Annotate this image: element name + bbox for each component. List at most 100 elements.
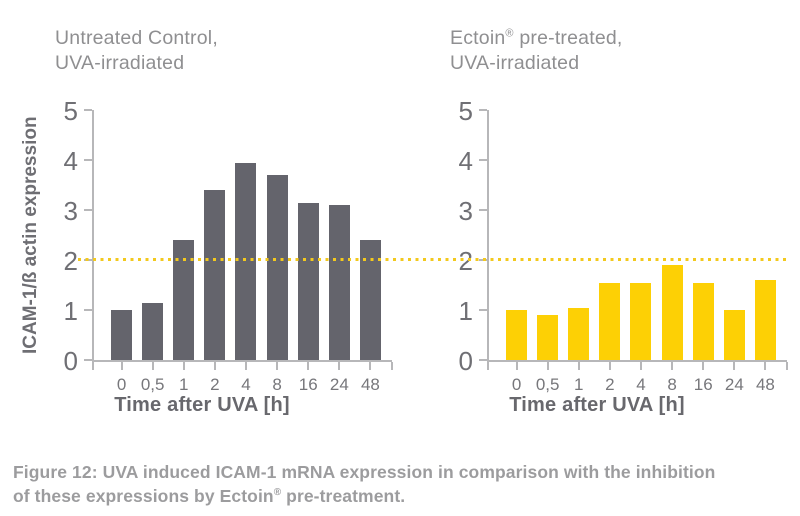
x-axis-tick — [213, 362, 216, 370]
bar — [297, 202, 319, 360]
x-axis-tick — [764, 362, 767, 370]
x-axis-tick — [276, 362, 279, 370]
y-axis-tick-label: 5 — [63, 96, 78, 126]
x-axis-tick-label: 48 — [360, 375, 380, 394]
x-axis-tick-label: 1 — [574, 375, 584, 394]
bar-group: 48 — [750, 110, 781, 394]
bar — [359, 240, 381, 360]
bar — [235, 162, 257, 360]
x-axis-start-tick — [487, 362, 489, 370]
y-axis-tick-label: 0 — [458, 346, 473, 376]
bar — [142, 302, 164, 360]
chart-title-line2: UVA-irradiated — [450, 51, 580, 74]
registered-trademark-symbol: ® — [273, 486, 282, 498]
y-axis-tick — [479, 109, 487, 111]
x-axis-end-tick — [786, 362, 788, 370]
y-axis-tick-label: 1 — [63, 296, 78, 326]
x-axis-tick — [577, 362, 580, 370]
x-axis-title: Time after UVA [h] — [114, 394, 290, 416]
x-axis-tick-label: 0,5 — [140, 375, 165, 394]
bar-group: 0,5 — [532, 110, 563, 394]
y-axis-tick-label: 1 — [458, 296, 473, 326]
bar-group: 4 — [625, 110, 656, 394]
chart-title-text: Ectoin — [450, 27, 506, 49]
x-axis-tick — [244, 362, 247, 370]
bar — [111, 310, 133, 360]
y-axis-tick — [479, 359, 487, 361]
bar — [599, 282, 621, 360]
y-axis-tick-label: 2 — [458, 246, 473, 276]
x-axis-tick — [307, 362, 310, 370]
threshold-line — [78, 258, 788, 261]
x-axis-tick-label: 0,5 — [535, 375, 560, 394]
x-axis-tick — [151, 362, 154, 370]
x-axis-tick-label: 1 — [179, 375, 189, 394]
bar — [204, 190, 226, 360]
chart-ectoin-pretreated: Ectoin® pre-treated, UVA-irradiated 0 0,5… — [417, 16, 795, 446]
bar-group: 24 — [719, 110, 750, 394]
x-axis-start-tick — [92, 362, 94, 370]
chart-title-left: Untreated Control, UVA-irradiated — [55, 26, 400, 76]
x-axis-tick — [338, 362, 341, 370]
bar — [723, 310, 745, 360]
x-axis-tick-label: 16 — [298, 375, 318, 394]
y-axis-tick — [84, 309, 92, 311]
x-axis-tick — [120, 362, 123, 370]
x-axis-tick — [639, 362, 642, 370]
x-axis-tick-label: 4 — [241, 375, 251, 394]
x-axis-tick — [733, 362, 736, 370]
bar — [266, 175, 288, 360]
bar-group: 4 — [230, 110, 261, 394]
x-axis-tick — [369, 362, 372, 370]
bar-group: 1 — [168, 110, 199, 394]
figure-caption: Figure 12: UVA induced ICAM-1 mRNA expre… — [13, 461, 789, 508]
x-axis-title: Time after UVA [h] — [509, 394, 685, 416]
bar-group: 8 — [657, 110, 688, 394]
bar-group: 16 — [688, 110, 719, 394]
y-axis-tick-label: 3 — [458, 196, 473, 226]
y-axis-tick-label: 4 — [458, 146, 473, 176]
y-axis-tick — [84, 359, 92, 361]
bar-group: 2 — [199, 110, 230, 394]
bars-container: 0 0,5 1 2 4 8 16 24 48 — [94, 110, 392, 394]
chart-untreated-control: Untreated Control, UVA-irradiated ICAM-1… — [20, 16, 400, 446]
bar — [692, 282, 714, 360]
bar — [537, 315, 559, 360]
registered-trademark-symbol: ® — [505, 27, 514, 40]
x-axis-tick-label: 0 — [511, 375, 522, 394]
x-axis-tick-label: 4 — [636, 375, 646, 394]
x-axis-tick-label: 16 — [693, 375, 713, 394]
bar-group: 24 — [324, 110, 355, 394]
x-axis-tick — [702, 362, 705, 370]
y-axis-tick — [479, 309, 487, 311]
bar-group: 2 — [594, 110, 625, 394]
bar — [568, 307, 590, 360]
bar — [661, 265, 683, 360]
caption-line2-end: pre-treatment. — [281, 485, 406, 506]
x-axis-tick-label: 8 — [272, 375, 282, 394]
x-axis-tick-label: 48 — [755, 375, 775, 394]
y-axis-tick — [479, 159, 487, 161]
bar-group: 0 — [106, 110, 137, 394]
chart-title-text: Untreated Control, — [55, 27, 218, 49]
chart-title-line2: UVA-irradiated — [55, 51, 185, 74]
x-axis-tick-label: 24 — [329, 375, 349, 394]
y-axis-tick — [479, 209, 487, 211]
y-axis-tick-label: 0 — [63, 346, 78, 376]
y-axis-tick — [84, 109, 92, 111]
x-axis-tick — [608, 362, 611, 370]
bar-group: 8 — [262, 110, 293, 394]
x-axis-tick — [182, 362, 185, 370]
bar-group: 16 — [293, 110, 324, 394]
chart-title-text-post: pre-treated, — [513, 27, 623, 49]
bar — [328, 205, 350, 360]
x-axis-tick-label: 0 — [116, 375, 127, 394]
bars-container: 0 0,5 1 2 4 8 16 24 48 — [489, 110, 787, 394]
y-axis-tick — [84, 209, 92, 211]
x-axis-tick-label: 8 — [667, 375, 677, 394]
y-axis-tick-label: 2 — [63, 246, 78, 276]
bar-group: 0,5 — [137, 110, 168, 394]
